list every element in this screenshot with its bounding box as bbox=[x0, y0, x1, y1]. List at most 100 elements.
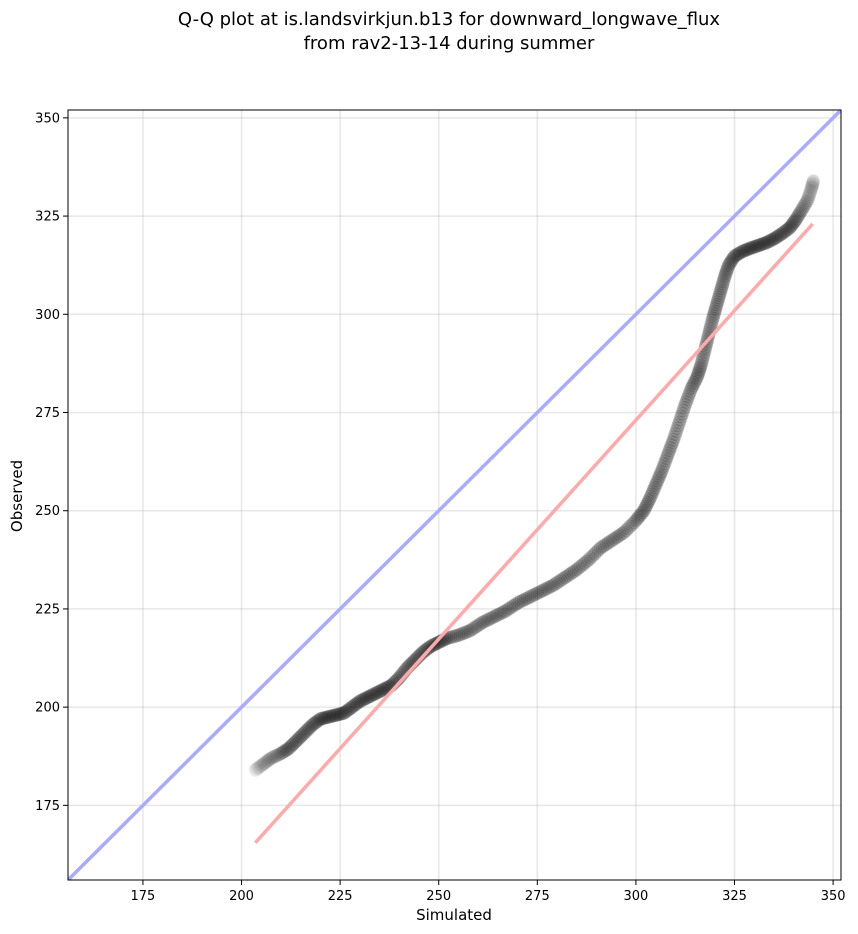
y-tick-label: 200 bbox=[35, 701, 60, 716]
quantile-point bbox=[465, 622, 480, 637]
quantile-point bbox=[486, 609, 501, 624]
quantile-point bbox=[619, 523, 634, 538]
quantile-point bbox=[691, 366, 706, 381]
quantile-point bbox=[262, 752, 277, 767]
quantile-point bbox=[488, 608, 503, 623]
quantile-point bbox=[518, 592, 533, 607]
x-tick-label: 325 bbox=[722, 889, 747, 904]
quantile-point bbox=[298, 724, 313, 739]
quantile-point bbox=[678, 397, 693, 412]
quantile-point bbox=[732, 246, 747, 260]
quantile-point bbox=[331, 707, 346, 722]
quantile-point bbox=[256, 757, 271, 772]
quantile-point bbox=[542, 580, 557, 595]
quantile-point bbox=[431, 635, 446, 650]
quantile-point bbox=[766, 231, 781, 246]
quantile-point bbox=[654, 464, 669, 479]
quantile-point bbox=[365, 687, 380, 702]
quantile-point bbox=[790, 209, 805, 224]
quantile-point bbox=[780, 222, 795, 237]
quantile-point bbox=[635, 505, 650, 520]
quantile-point bbox=[352, 694, 367, 709]
quantile-point bbox=[325, 708, 340, 723]
quantile-point bbox=[338, 705, 353, 720]
quantile-point bbox=[668, 427, 683, 442]
quantile-point bbox=[540, 581, 555, 596]
quantile-points bbox=[248, 174, 820, 777]
quantile-point bbox=[734, 245, 749, 260]
quantile-point bbox=[544, 579, 559, 594]
quantile-point bbox=[258, 755, 273, 770]
quantile-point bbox=[777, 224, 792, 239]
y-axis-ticks: 175 200 225 250 275 300 325 350 bbox=[35, 111, 68, 814]
quantile-point bbox=[784, 218, 799, 233]
quantile-point bbox=[716, 272, 731, 287]
quantile-point bbox=[358, 691, 373, 706]
quantile-point bbox=[248, 763, 262, 777]
quantile-point bbox=[623, 519, 638, 534]
quantile-point bbox=[645, 485, 660, 500]
quantile-point bbox=[685, 379, 700, 394]
quantile-point bbox=[709, 299, 724, 314]
quantile-point bbox=[276, 744, 291, 759]
quantile-point bbox=[538, 582, 553, 597]
x-tick-label: 275 bbox=[525, 889, 550, 904]
quantile-point bbox=[351, 695, 366, 710]
quantile-point bbox=[593, 541, 608, 556]
quantile-point bbox=[565, 565, 580, 580]
quantile-point bbox=[705, 313, 720, 328]
quantile-point bbox=[270, 748, 285, 763]
quantile-point bbox=[657, 456, 672, 471]
quantile-point bbox=[783, 219, 798, 234]
quantile-point bbox=[534, 584, 549, 599]
quantile-point bbox=[372, 684, 387, 699]
quantile-point bbox=[481, 612, 496, 627]
quantile-point bbox=[730, 247, 745, 262]
x-tick-label: 200 bbox=[229, 889, 254, 904]
quantile-point bbox=[451, 628, 466, 643]
chart-title-line-2: from rav2-13-14 during summer bbox=[304, 33, 595, 54]
quantile-point bbox=[800, 193, 815, 208]
quantile-point bbox=[563, 566, 578, 581]
quantile-point bbox=[301, 721, 316, 736]
quantile-point bbox=[751, 238, 766, 253]
quantile-point bbox=[803, 185, 818, 200]
quantile-point bbox=[701, 329, 716, 344]
quantile-point bbox=[354, 693, 369, 708]
quantile-point bbox=[585, 548, 600, 563]
quantile-point bbox=[455, 626, 470, 641]
quantile-point bbox=[714, 281, 729, 296]
quantile-point bbox=[520, 591, 535, 606]
quantile-point bbox=[709, 297, 724, 312]
quantile-point bbox=[786, 215, 801, 230]
quantile-point bbox=[277, 743, 292, 758]
quantile-point bbox=[680, 392, 695, 407]
quantile-point bbox=[319, 710, 334, 725]
quantile-point bbox=[326, 708, 341, 723]
grid bbox=[68, 110, 841, 880]
quantile-point bbox=[279, 743, 294, 758]
quantile-point bbox=[599, 537, 614, 552]
quantile-point bbox=[261, 753, 276, 768]
quantile-point bbox=[611, 529, 626, 544]
quantile-point bbox=[260, 754, 275, 769]
quantile-point bbox=[252, 760, 266, 774]
quantile-point bbox=[295, 728, 310, 743]
quantile-point bbox=[347, 698, 362, 713]
quantile-point bbox=[769, 230, 784, 245]
quantile-point bbox=[759, 235, 774, 250]
quantile-point bbox=[367, 687, 382, 702]
quantile-point bbox=[484, 610, 499, 625]
quantile-point bbox=[346, 699, 361, 714]
quantile-point bbox=[273, 746, 288, 761]
quantile-point bbox=[292, 730, 307, 745]
quantile-point bbox=[710, 295, 725, 310]
fit-line bbox=[254, 222, 814, 844]
quantile-point bbox=[688, 374, 703, 389]
quantile-point bbox=[419, 642, 434, 657]
quantile-point bbox=[631, 510, 646, 525]
quantile-point bbox=[302, 720, 317, 735]
quantile-point bbox=[803, 183, 818, 198]
quantile-point bbox=[669, 424, 684, 439]
quantile-point bbox=[475, 615, 490, 630]
